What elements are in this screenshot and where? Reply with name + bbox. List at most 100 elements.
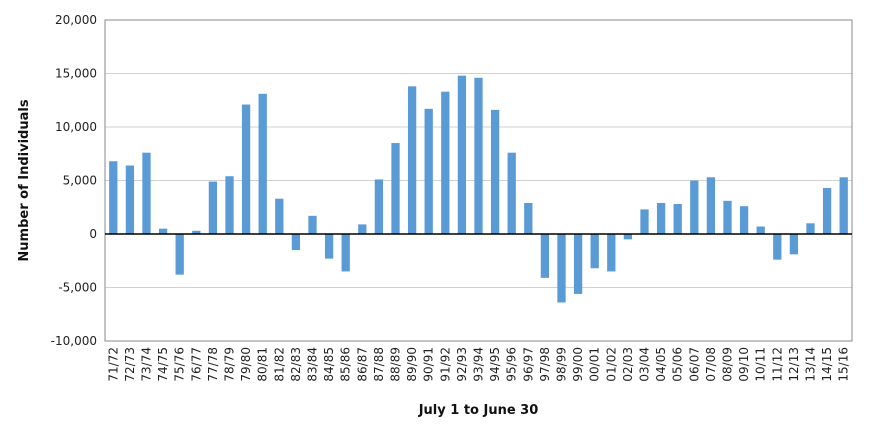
y-tick-label: 5,000 xyxy=(63,174,97,188)
x-axis-title: July 1 to June 30 xyxy=(418,403,539,418)
x-tick-label: 11/12 xyxy=(770,347,784,382)
bar xyxy=(142,152,151,234)
x-tick-label: 85/86 xyxy=(339,347,353,382)
bar xyxy=(839,177,848,234)
bar xyxy=(125,165,135,234)
bar xyxy=(341,234,350,272)
bar xyxy=(374,179,384,234)
x-tick-label: 79/80 xyxy=(239,347,253,382)
bar xyxy=(806,223,815,234)
bar xyxy=(457,75,467,234)
bar xyxy=(690,180,699,234)
y-tick-label: -10,000 xyxy=(51,334,97,348)
bar xyxy=(275,198,284,234)
bar xyxy=(175,234,184,275)
bar xyxy=(358,224,367,234)
x-tick-label: 78/79 xyxy=(223,347,237,382)
x-tick-label: 99/00 xyxy=(571,347,585,382)
x-tick-label: 86/87 xyxy=(355,347,369,382)
x-tick-label: 13/14 xyxy=(804,347,818,382)
bar xyxy=(441,91,450,234)
bar xyxy=(607,234,616,272)
x-tick-label: 96/97 xyxy=(521,347,535,382)
bar xyxy=(773,234,782,260)
x-tick-label: 93/94 xyxy=(472,347,486,382)
x-tick-label: 15/16 xyxy=(837,347,851,382)
bar xyxy=(391,143,400,234)
x-tick-label: 09/10 xyxy=(737,347,751,382)
bar xyxy=(474,77,483,234)
x-tick-label: 97/98 xyxy=(538,347,552,382)
x-tick-label: 73/74 xyxy=(140,347,154,382)
x-tick-label: 95/96 xyxy=(505,347,519,382)
x-tick-label: 83/84 xyxy=(306,347,320,382)
x-tick-labels: 71/72 72/73 73/74 74/75 75/76 76/77 77/78 78/79… xyxy=(106,347,850,382)
bar xyxy=(723,200,732,234)
x-tick-label: 08/09 xyxy=(721,347,735,382)
x-tick-label: 87/88 xyxy=(372,347,386,382)
plot-area-frame xyxy=(104,19,853,342)
x-tick-label: 75/76 xyxy=(173,347,187,382)
bar xyxy=(623,234,633,240)
x-tick-label: 14/15 xyxy=(820,347,834,382)
x-tick-label: 03/04 xyxy=(638,347,652,382)
bar xyxy=(507,152,516,234)
bar xyxy=(756,226,765,234)
x-tick-label: 74/75 xyxy=(156,347,170,382)
bar xyxy=(706,177,716,234)
x-tick-label: 80/81 xyxy=(256,347,270,382)
bar xyxy=(225,176,234,234)
bar xyxy=(739,206,749,234)
bar xyxy=(192,230,201,234)
y-axis-title: Number of Individuals xyxy=(17,99,32,261)
bar xyxy=(540,234,550,278)
x-tick-label: 06/07 xyxy=(687,347,701,382)
x-tick-label: 12/13 xyxy=(787,347,801,382)
bar xyxy=(490,109,500,234)
y-tick-labels: -10,000 -5,000 0 5,000 10,000 15,000 20,000 xyxy=(51,13,97,348)
x-tick-label: 04/05 xyxy=(654,347,668,382)
x-tick-label: 94/95 xyxy=(488,347,502,382)
x-tick-label: 72/73 xyxy=(123,347,137,382)
y-tick-label: 20,000 xyxy=(55,13,97,27)
bar xyxy=(291,234,301,251)
x-tick-label: 07/08 xyxy=(704,347,718,382)
x-tick-label: 01/02 xyxy=(604,347,618,382)
bar xyxy=(573,234,583,294)
bar xyxy=(241,104,251,234)
bar xyxy=(324,234,334,259)
y-tick-label: 15,000 xyxy=(55,67,97,81)
bar xyxy=(258,93,267,234)
x-tick-label: 05/06 xyxy=(671,347,685,382)
bar xyxy=(640,209,649,234)
y-tick-label: 0 xyxy=(89,227,97,241)
x-tick-label: 84/85 xyxy=(322,347,336,382)
bar xyxy=(208,181,218,234)
bar xyxy=(109,161,118,234)
bar xyxy=(308,215,317,234)
x-tick-label: 91/92 xyxy=(438,347,452,382)
bar xyxy=(656,202,666,234)
x-tick-label: 76/77 xyxy=(189,347,203,382)
bar xyxy=(590,234,599,269)
x-tick-label: 00/01 xyxy=(588,347,602,382)
bar xyxy=(158,228,168,234)
bar xyxy=(789,234,799,255)
x-tick-label: 71/72 xyxy=(106,347,120,382)
bar-series xyxy=(109,75,848,303)
x-tick-label: 98/99 xyxy=(555,347,569,382)
bar xyxy=(557,234,566,303)
y-tick-label: 10,000 xyxy=(55,120,97,134)
bar xyxy=(424,108,433,234)
bar xyxy=(407,86,417,234)
x-tick-label: 82/83 xyxy=(289,347,303,382)
bar xyxy=(822,187,832,234)
x-tick-label: 77/78 xyxy=(206,347,220,382)
bar xyxy=(673,204,682,234)
x-tick-label: 92/93 xyxy=(455,347,469,382)
x-tick-label: 90/91 xyxy=(422,347,436,382)
bar xyxy=(524,202,533,234)
x-tick-label: 02/03 xyxy=(621,347,635,382)
x-tick-label: 81/82 xyxy=(272,347,286,382)
